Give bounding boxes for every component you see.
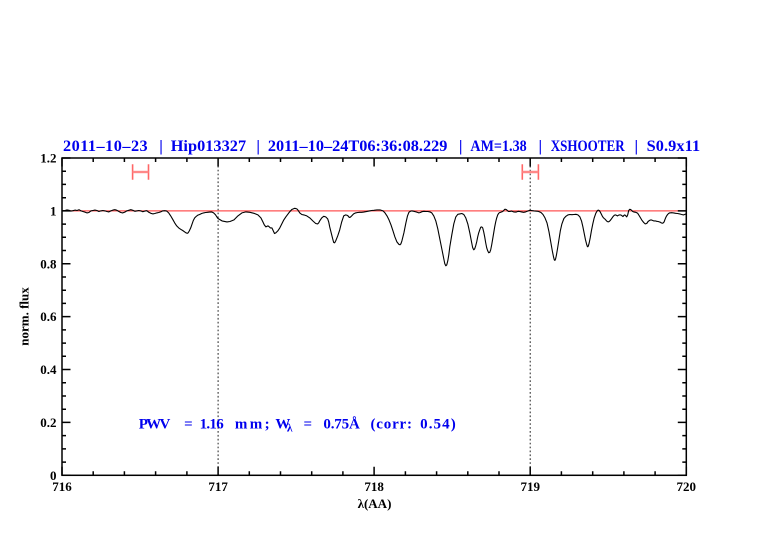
svg-text:0.2: 0.2 <box>40 415 56 430</box>
svg-text:norm. flux: norm. flux <box>17 287 32 346</box>
svg-text:1.2: 1.2 <box>40 151 56 166</box>
svg-text:2011–10–23|Hip013327|2011–10–2: 2011–10–23 | Hip013327 | 2011–10–24T06:36:08… <box>63 136 700 155</box>
svg-text:720: 720 <box>677 479 697 494</box>
svg-text:λ(AA): λ(AA) <box>358 496 392 511</box>
svg-text:AM=1.38: AM=1.38 <box>470 137 527 155</box>
svg-text:0.4: 0.4 <box>40 362 57 377</box>
svg-text:1: 1 <box>50 204 57 219</box>
svg-text:716: 716 <box>52 479 72 494</box>
svg-text:0: 0 <box>50 468 57 483</box>
svg-text:XSHOOTER: XSHOOTER <box>551 138 625 156</box>
svg-text:719: 719 <box>520 479 540 494</box>
svg-text:0.6: 0.6 <box>40 309 57 324</box>
svg-text:0.8: 0.8 <box>40 256 57 271</box>
svg-text:718: 718 <box>364 479 384 494</box>
svg-text:717: 717 <box>208 479 228 494</box>
